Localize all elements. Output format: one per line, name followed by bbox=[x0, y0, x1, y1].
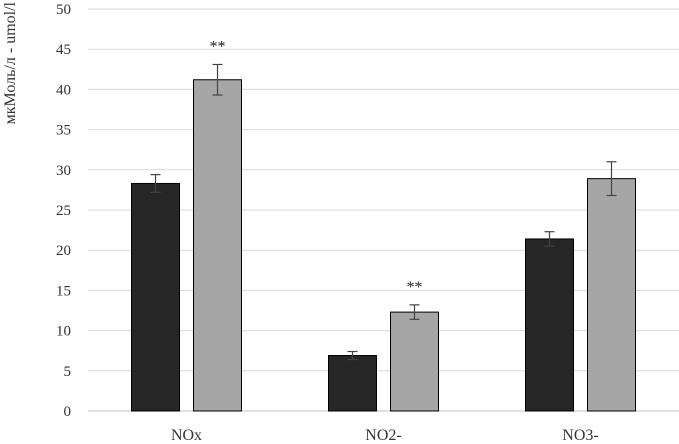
y-tick-labels: 0 5 10 15 20 25 30 35 40 45 50 bbox=[56, 2, 71, 420]
category-label: NO2- bbox=[365, 427, 401, 444]
category-labels: NOx NO2- NO3- bbox=[171, 427, 599, 444]
bar bbox=[328, 355, 377, 412]
y-tick-label: 10 bbox=[56, 324, 71, 340]
significance-label: ** bbox=[407, 279, 423, 296]
bar bbox=[131, 182, 180, 412]
bars bbox=[131, 79, 636, 412]
bar bbox=[390, 311, 439, 412]
significance-label: ** bbox=[210, 38, 226, 55]
gridlines bbox=[88, 8, 679, 412]
y-tick-label: 35 bbox=[56, 123, 71, 139]
significance-annotations: ** ** bbox=[210, 38, 423, 295]
y-tick-label: 30 bbox=[56, 163, 71, 179]
bar bbox=[193, 79, 242, 412]
bar bbox=[587, 178, 636, 412]
y-tick-label: 5 bbox=[64, 364, 72, 380]
y-tick-label: 25 bbox=[56, 203, 71, 219]
y-tick-label: 50 bbox=[56, 2, 71, 18]
category-label: NOx bbox=[171, 427, 202, 444]
y-tick-label: 20 bbox=[56, 243, 71, 259]
error-bars bbox=[150, 63, 617, 361]
y-tick-label: 15 bbox=[56, 283, 71, 299]
y-tick-label: 40 bbox=[56, 82, 71, 98]
y-tick-label: 45 bbox=[56, 42, 71, 58]
y-tick-label: 0 bbox=[64, 404, 72, 420]
bar bbox=[525, 238, 574, 412]
y-axis-title: мкМоль/л - umol/l bbox=[2, 1, 19, 124]
category-label: NO3- bbox=[562, 427, 598, 444]
